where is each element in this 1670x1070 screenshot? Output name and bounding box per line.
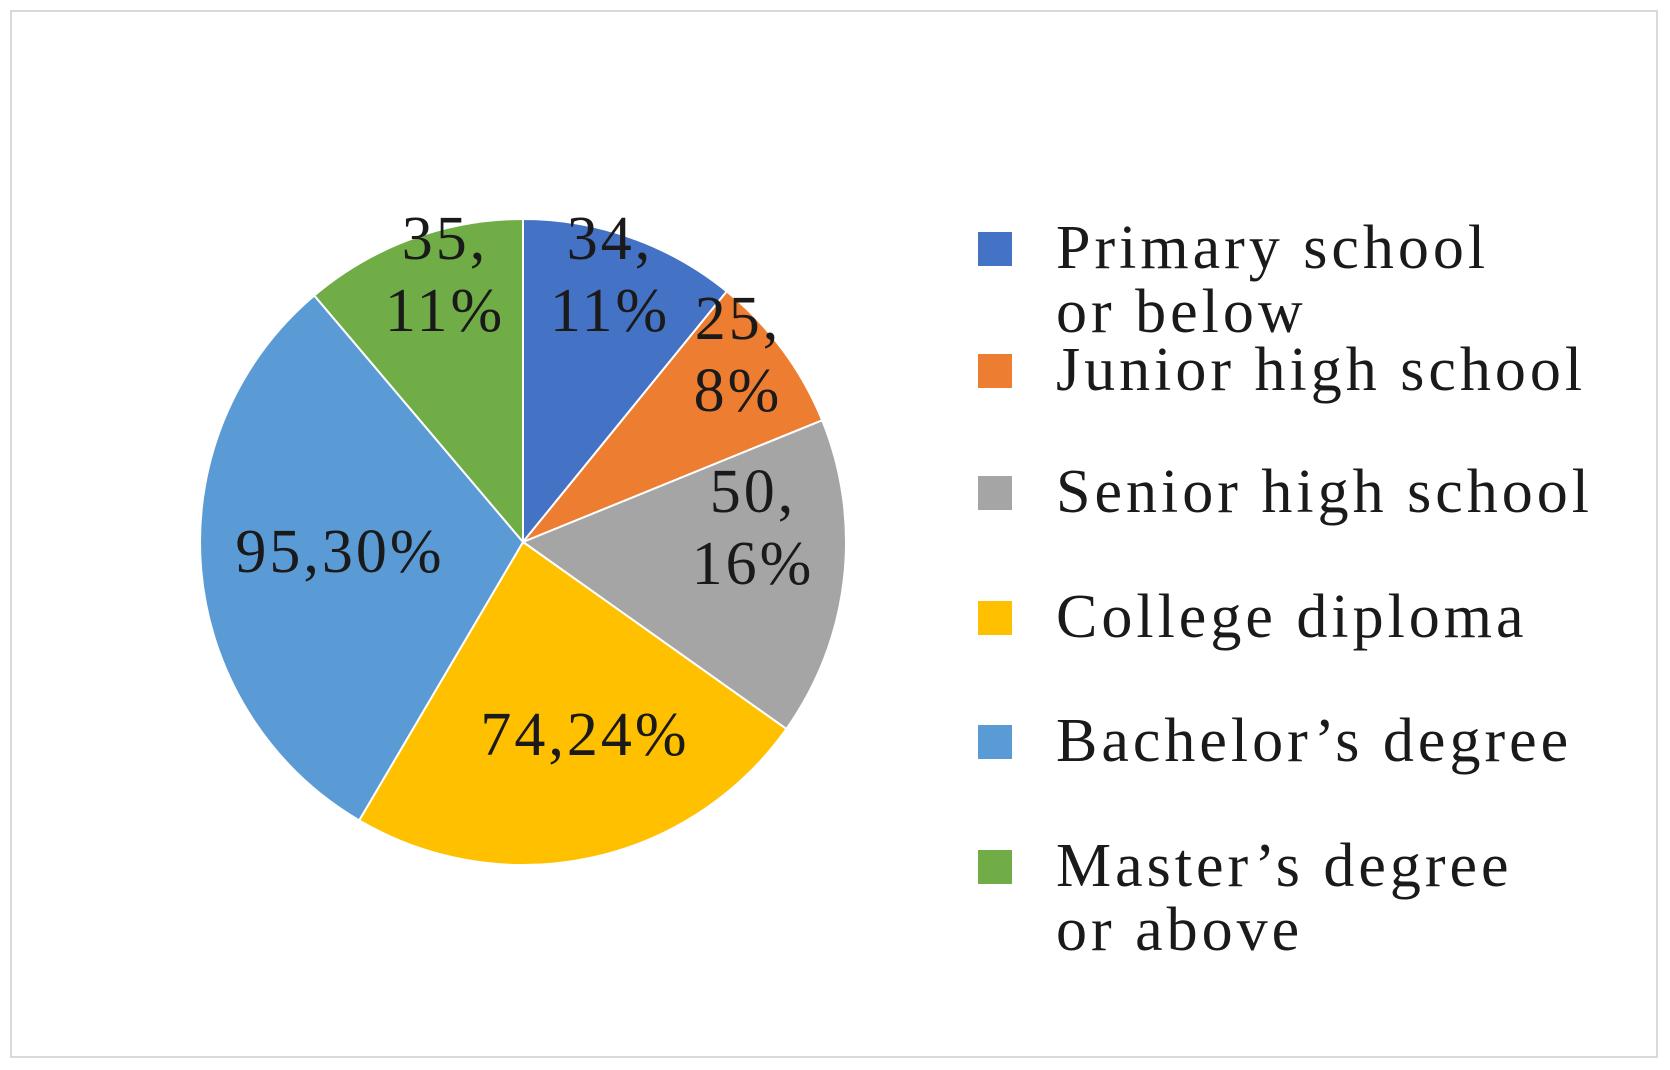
data-label-6: 35, 11% [385,205,505,345]
legend-entry-1: Primary school or below [978,214,1489,346]
legend-swatch-4 [978,601,1012,635]
pie-slice-2 [522,289,824,543]
legend-swatch-1 [978,232,1012,266]
legend-entry-2: Junior high school [978,336,1586,404]
data-label-2: 25, 8% [694,285,783,425]
legend-label-5: Bachelor’s degree [1056,707,1572,775]
pie-slices [199,217,847,866]
legend-entry-6: Master’s degree or above [978,832,1513,964]
legend-swatch-6 [978,850,1012,884]
pie-slice-1 [522,217,729,545]
data-label-5: 95,30% [235,518,444,586]
pie-slice-3 [520,418,847,731]
legend-label-3: Senior high school [1056,458,1593,526]
pie-slice-4 [357,540,788,866]
legend-swatch-3 [978,476,1012,510]
legend-label-4: College diploma [1056,583,1528,651]
legend-swatch-5 [978,725,1012,759]
data-label-1: 34, 11% [550,205,670,345]
data-label-3: 50, 16% [692,458,815,598]
legend-label-2: Junior high school [1056,336,1586,404]
legend-label-1: Primary school or below [1056,214,1489,346]
legend-swatch-2 [978,354,1012,388]
data-label-4: 74,24% [480,701,689,769]
pie-slice-6 [312,217,524,545]
pie-data-labels: 34, 11% 25, 8% 50, 16% 74,24% 95,30% 35, 11% [235,205,815,769]
pie-slice-5 [199,294,525,822]
legend-label-6: Master’s degree or above [1056,832,1513,964]
legend-entry-5: Bachelor’s degree [978,707,1572,775]
legend-entry-4: College diploma [978,583,1528,651]
legend-entry-3: Senior high school [978,458,1593,526]
